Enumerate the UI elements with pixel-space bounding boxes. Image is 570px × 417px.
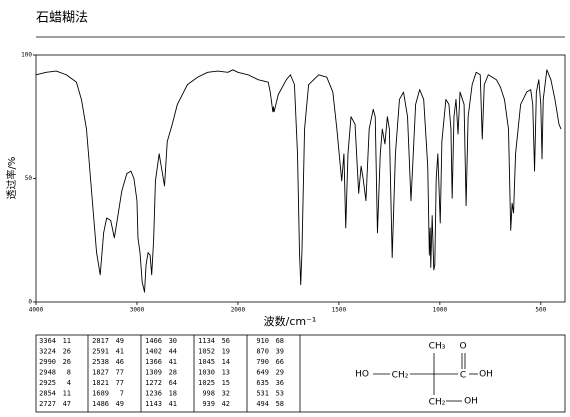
- peak-wavenumber: 3224: [39, 348, 56, 356]
- peak-wavenumber: 1272: [145, 379, 162, 387]
- x-tick-label: 2000: [231, 307, 246, 314]
- peak-transmittance: 41: [116, 348, 124, 356]
- peak-wavenumber: 1486: [92, 400, 109, 408]
- peak-transmittance: 66: [276, 358, 284, 366]
- peak-transmittance: 36: [276, 379, 284, 387]
- y-tick-label: 100: [21, 52, 32, 59]
- peak-transmittance: 29: [276, 369, 284, 377]
- peak-wavenumber: 2948: [39, 369, 56, 377]
- x-tick-label: 500: [535, 307, 546, 314]
- structure-bonds: [373, 353, 478, 402]
- peak-transmittance: 7: [120, 390, 124, 398]
- peak-transmittance: 19: [222, 348, 230, 356]
- peak-transmittance: 47: [63, 400, 71, 408]
- peak-wavenumber: 790: [256, 358, 269, 366]
- peak-transmittance: 15: [222, 379, 230, 387]
- peak-transmittance: 53: [276, 390, 284, 398]
- peak-transmittance: 11: [63, 337, 71, 345]
- y-tick-label: 50: [25, 175, 33, 182]
- y-axis-label: 透过率/%: [5, 157, 18, 200]
- structure-label: OH: [464, 397, 478, 407]
- structure-label: OH: [479, 370, 493, 380]
- peak-wavenumber: 2925: [39, 379, 56, 387]
- peak-wavenumber: 910: [256, 337, 269, 345]
- peak-wavenumber: 1366: [145, 358, 162, 366]
- peak-transmittance: 4: [67, 379, 71, 387]
- peak-wavenumber: 635: [256, 379, 269, 387]
- peak-transmittance: 26: [63, 348, 71, 356]
- peak-transmittance: 56: [222, 337, 230, 345]
- peak-transmittance: 42: [222, 400, 230, 408]
- peak-transmittance: 41: [169, 400, 177, 408]
- x-tick-label: 1500: [332, 307, 347, 314]
- peak-transmittance: 49: [116, 400, 124, 408]
- structure-label: HO: [355, 370, 369, 380]
- y-tick-label: 0: [28, 299, 32, 306]
- peak-wavenumber: 494: [256, 400, 269, 408]
- peak-wavenumber: 1827: [92, 369, 109, 377]
- peak-wavenumber: 1030: [198, 369, 215, 377]
- peak-transmittance: 14: [222, 358, 230, 366]
- peak-transmittance: 44: [169, 348, 177, 356]
- peak-transmittance: 18: [169, 390, 177, 398]
- peak-transmittance: 26: [63, 358, 71, 366]
- x-tick-label: 1000: [433, 307, 448, 314]
- structure-label: O: [459, 342, 466, 352]
- spectrum-line: [35, 69, 562, 293]
- peak-wavenumber: 531: [256, 390, 269, 398]
- peak-wavenumber: 939: [202, 400, 215, 408]
- peak-wavenumber: 1689: [92, 390, 109, 398]
- peak-transmittance: 11: [63, 390, 71, 398]
- peak-transmittance: 32: [222, 390, 230, 398]
- x-axis-label: 波数/cm⁻¹: [264, 315, 317, 328]
- structure-label: C: [460, 371, 466, 381]
- structure-label: CH₂: [392, 371, 409, 381]
- peak-wavenumber: 1309: [145, 369, 162, 377]
- peak-transmittance: 77: [116, 369, 124, 377]
- peak-wavenumber: 649: [256, 369, 269, 377]
- peak-wavenumber: 2727: [39, 400, 56, 408]
- peak-transmittance: 30: [169, 337, 177, 345]
- peak-wavenumber: 870: [256, 348, 269, 356]
- peak-wavenumber: 1402: [145, 348, 162, 356]
- peak-wavenumber: 2854: [39, 390, 56, 398]
- page-title: 石蜡糊法: [36, 10, 88, 26]
- peak-wavenumber: 2990: [39, 358, 56, 366]
- peak-wavenumber: 1134: [198, 337, 215, 345]
- structure-label: CH₃: [429, 342, 446, 352]
- peak-wavenumber: 1821: [92, 379, 109, 387]
- peak-wavenumber: 2817: [92, 337, 109, 345]
- peak-transmittance: 28: [169, 369, 177, 377]
- peak-wavenumber: 1045: [198, 358, 215, 366]
- peak-wavenumber: 1466: [145, 337, 162, 345]
- peak-transmittance: 77: [116, 379, 124, 387]
- peak-wavenumber: 1143: [145, 400, 162, 408]
- peak-transmittance: 41: [169, 358, 177, 366]
- peak-transmittance: 13: [222, 369, 230, 377]
- peak-wavenumber: 1025: [198, 379, 215, 387]
- x-tick-label: 3000: [130, 307, 145, 314]
- x-tick-label: 4000: [29, 307, 44, 314]
- peak-transmittance: 39: [276, 348, 284, 356]
- peak-wavenumber: 1236: [145, 390, 162, 398]
- peak-wavenumber: 2538: [92, 358, 109, 366]
- peak-transmittance: 8: [67, 369, 71, 377]
- structure-label: CH₂: [429, 398, 446, 408]
- peak-transmittance: 46: [116, 358, 124, 366]
- peak-transmittance: 58: [276, 400, 284, 408]
- peak-wavenumber: 1052: [198, 348, 215, 356]
- peak-transmittance: 68: [276, 337, 284, 345]
- peak-transmittance: 49: [116, 337, 124, 345]
- table-frame: [35, 334, 566, 413]
- peak-wavenumber: 998: [202, 390, 215, 398]
- peak-wavenumber: 2591: [92, 348, 109, 356]
- peak-transmittance: 64: [169, 379, 177, 387]
- peak-wavenumber: 3364: [39, 337, 56, 345]
